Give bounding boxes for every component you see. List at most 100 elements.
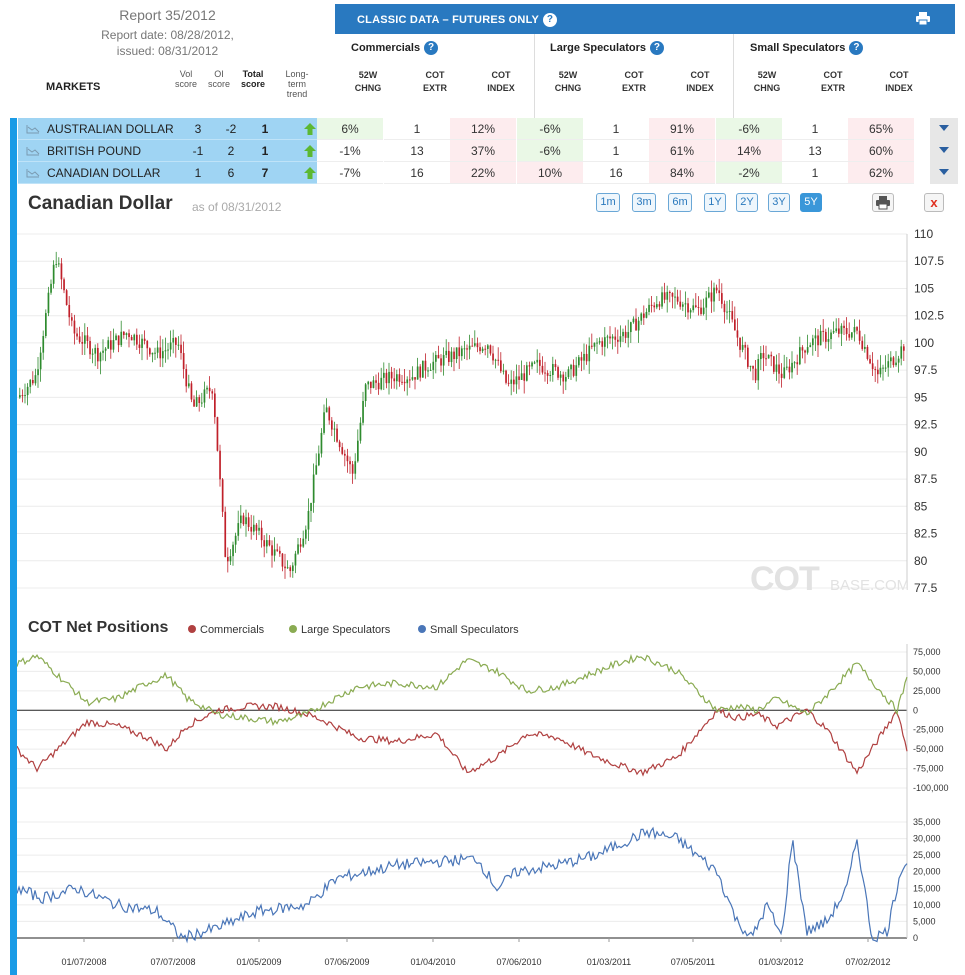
market-row[interactable]: CANADIAN DOLLAR 1 6 7 -7% 16 22% 10% 16 84% -2% 1 62… — [18, 162, 958, 184]
legend-large-speculators[interactable]: Large Speculators — [289, 624, 390, 636]
candle-body — [903, 346, 905, 351]
candle-body — [162, 351, 164, 359]
candle-body — [190, 383, 193, 400]
candle-body — [78, 336, 81, 342]
candle-body — [606, 336, 609, 338]
candle-body — [705, 297, 708, 308]
chart-line-icon[interactable] — [26, 124, 40, 134]
candle-body — [832, 331, 835, 333]
column-header: COT EXTR — [803, 69, 863, 95]
candle-body — [523, 373, 526, 381]
candle-body — [897, 358, 900, 363]
candle-body — [692, 305, 695, 311]
candle-body — [614, 336, 617, 340]
candle-body — [463, 348, 466, 350]
data-cell: 14% — [716, 140, 782, 162]
candle-body — [546, 372, 549, 376]
candle-body — [164, 350, 167, 352]
candle-body — [505, 370, 507, 383]
range-button-5y[interactable]: 5Y — [800, 193, 822, 212]
candle-body — [99, 352, 102, 362]
candle-body — [221, 479, 224, 512]
market-oi-score: 2 — [227, 144, 235, 158]
candle-body — [63, 279, 65, 291]
group-separator — [733, 34, 734, 118]
candle-body — [799, 347, 801, 365]
candle-body — [575, 365, 578, 376]
candle-body — [401, 381, 403, 383]
chart-line-icon[interactable] — [26, 146, 40, 156]
candle-body — [427, 370, 429, 372]
candle-body — [331, 420, 333, 430]
legend-label: Large Speculators — [301, 624, 391, 636]
candle-body — [474, 343, 476, 346]
column-header: 52W CHNG — [338, 69, 398, 95]
candle-body — [806, 347, 809, 353]
help-icon[interactable]: ? — [543, 13, 558, 27]
candle-body — [201, 402, 203, 404]
candle-body — [593, 342, 596, 347]
candle-body — [809, 345, 812, 348]
close-chart-button[interactable]: x — [924, 193, 944, 212]
candle-body — [458, 347, 461, 357]
range-button-1y[interactable]: 1Y — [704, 193, 726, 212]
expand-row-button[interactable] — [930, 162, 958, 184]
range-button-3m[interactable]: 3m — [632, 193, 656, 212]
print-icon[interactable] — [915, 11, 931, 26]
candle-body — [864, 346, 866, 349]
market-name[interactable]: AUSTRALIAN DOLLAR — [47, 122, 174, 136]
data-cell: 13 — [782, 140, 848, 162]
watermark-logo: COT — [750, 560, 820, 598]
candle-body — [143, 338, 146, 341]
candle-body — [749, 365, 752, 367]
range-button-3y[interactable]: 3Y — [768, 193, 790, 212]
legend-small-speculators[interactable]: Small Speculators — [418, 624, 519, 636]
help-icon[interactable]: ? — [849, 41, 864, 55]
candle-body — [299, 544, 302, 547]
range-button-2y[interactable]: 2Y — [736, 193, 758, 212]
range-button-6m[interactable]: 6m — [668, 193, 692, 212]
market-name[interactable]: CANADIAN DOLLAR — [47, 166, 161, 180]
column-header: COT INDEX — [869, 69, 929, 95]
candle-body — [661, 292, 663, 307]
candle-body — [97, 347, 99, 362]
market-row[interactable]: BRITISH POUND -1 2 1 -1% 13 37% -6% 1 61% 14% 13 60% — [18, 140, 958, 162]
candle-body — [567, 369, 570, 378]
expand-row-button[interactable] — [930, 118, 958, 140]
data-cell: -2% — [716, 162, 782, 184]
legend-commercials[interactable]: Commercials — [188, 624, 264, 636]
cot-chart: 75,000 50,000 25,000 0 -25,000 -50,000 -75,000… — [17, 644, 949, 967]
candle-body — [736, 330, 739, 338]
trend-up-icon — [304, 167, 316, 179]
data-cell: -6% — [716, 118, 782, 140]
candle-body — [229, 556, 232, 562]
candle-body — [578, 357, 580, 366]
cot-lower-tick-label: 20,000 — [913, 867, 941, 877]
candle-body — [726, 311, 728, 313]
candle-body — [60, 263, 63, 280]
market-name[interactable]: BRITISH POUND — [47, 144, 142, 158]
candle-body — [19, 395, 21, 398]
candle-body — [770, 354, 773, 357]
market-row[interactable]: AUSTRALIAN DOLLAR 3 -2 1 6% 1 12% -6% 1 91% -6% 1 65… — [18, 118, 958, 140]
help-icon[interactable]: ? — [649, 41, 664, 55]
chart-line-icon[interactable] — [26, 168, 40, 178]
candle-body — [643, 313, 645, 318]
candle-body — [666, 291, 669, 300]
candle-body — [136, 334, 138, 345]
price-tick-label: 100 — [914, 336, 934, 350]
candle-body — [448, 350, 450, 363]
print-chart-button[interactable] — [872, 193, 894, 212]
candle-body — [435, 354, 437, 362]
market-total-score: 1 — [261, 144, 269, 158]
candle-body — [604, 337, 606, 347]
candle-body — [656, 304, 658, 308]
help-icon[interactable]: ? — [424, 41, 439, 55]
range-button-1m[interactable]: 1m — [596, 193, 620, 212]
candle-body — [310, 502, 312, 511]
legend-dot — [418, 625, 426, 634]
candle-body — [713, 287, 715, 302]
candle-body — [822, 330, 825, 332]
expand-row-button[interactable] — [930, 140, 958, 162]
legend-dot — [188, 625, 196, 634]
